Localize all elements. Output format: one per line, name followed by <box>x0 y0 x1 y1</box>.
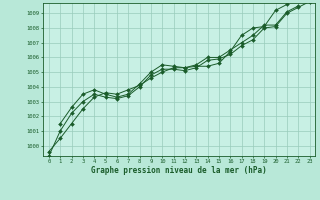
X-axis label: Graphe pression niveau de la mer (hPa): Graphe pression niveau de la mer (hPa) <box>91 166 267 175</box>
